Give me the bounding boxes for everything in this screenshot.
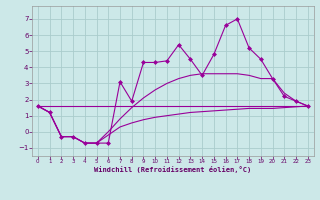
X-axis label: Windchill (Refroidissement éolien,°C): Windchill (Refroidissement éolien,°C) <box>94 166 252 173</box>
